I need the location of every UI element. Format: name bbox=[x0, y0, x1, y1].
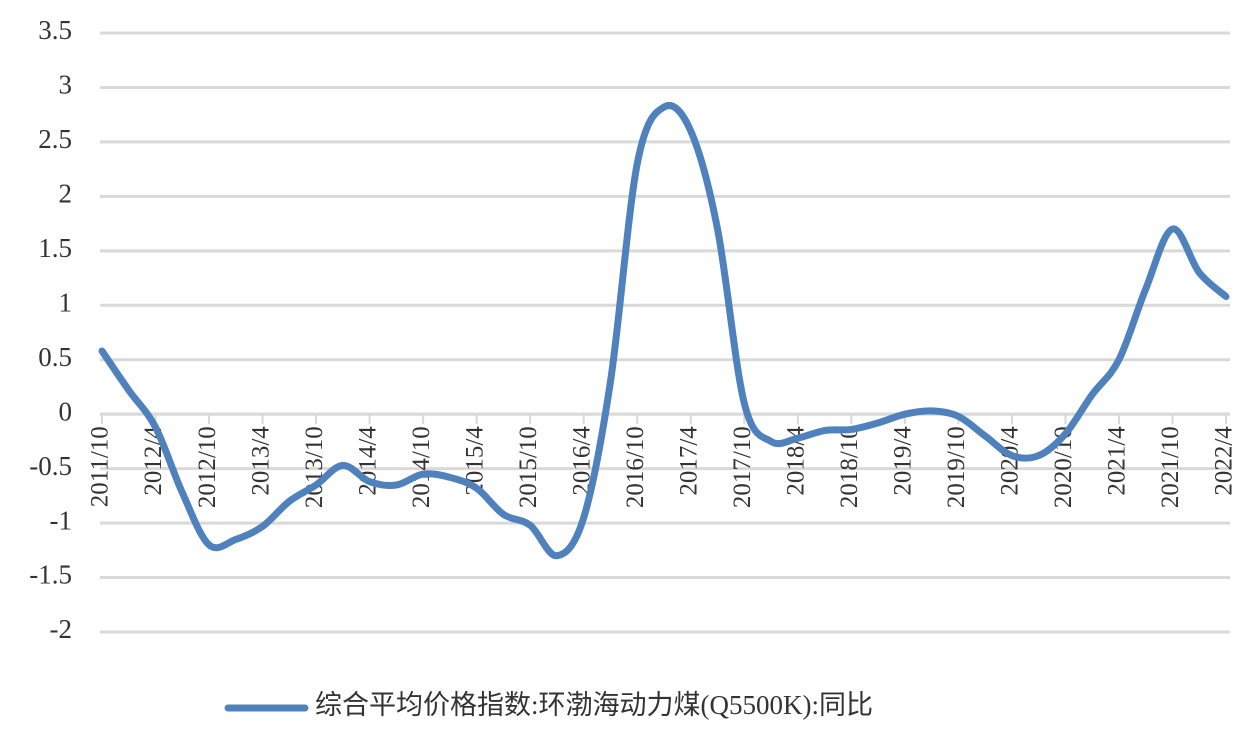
y-tick-label: -1 bbox=[50, 505, 73, 535]
x-tick-label: 2022/4 bbox=[1211, 426, 1238, 496]
y-tick-label: 1 bbox=[59, 287, 73, 317]
y-tick-label: -2 bbox=[50, 614, 73, 644]
x-tick-label: 2015/10 bbox=[515, 426, 542, 508]
x-tick-label: 2019/4 bbox=[890, 426, 917, 496]
x-tick-label: 2013/10 bbox=[301, 426, 328, 508]
x-tick-label: 2021/10 bbox=[1157, 426, 1184, 508]
x-tick-label: 2014/10 bbox=[408, 426, 435, 508]
y-tick-label: 1.5 bbox=[38, 233, 72, 263]
y-tick-label: 3 bbox=[59, 70, 73, 100]
x-tick-label: 2012/10 bbox=[194, 426, 221, 508]
y-tick-label: 2 bbox=[59, 179, 73, 209]
y-tick-label: 3.5 bbox=[38, 15, 72, 45]
line bbox=[98, 102, 1230, 560]
x-tick-label: 2011/10 bbox=[87, 426, 114, 507]
y-tick-label: 0 bbox=[59, 396, 73, 426]
y-tick-label: -0.5 bbox=[29, 451, 72, 481]
y-tick-label: -1.5 bbox=[29, 560, 72, 590]
x-tick-label: 2019/10 bbox=[943, 426, 970, 508]
legend-label: 综合平均价格指数:环渤海动力煤(Q5500K):同比 bbox=[315, 690, 873, 720]
y-tick-label: 2.5 bbox=[38, 124, 72, 154]
x-tick-label: 2017/4 bbox=[675, 426, 702, 496]
y-tick-label: 0.5 bbox=[38, 342, 72, 372]
x-tick-label: 2018/10 bbox=[836, 426, 863, 508]
x-tick-label: 2013/4 bbox=[247, 426, 274, 496]
x-tick-label: 2021/4 bbox=[1104, 426, 1131, 496]
x-tick-label: 2016/10 bbox=[622, 426, 649, 508]
x-tick-label: 2017/10 bbox=[729, 426, 756, 508]
